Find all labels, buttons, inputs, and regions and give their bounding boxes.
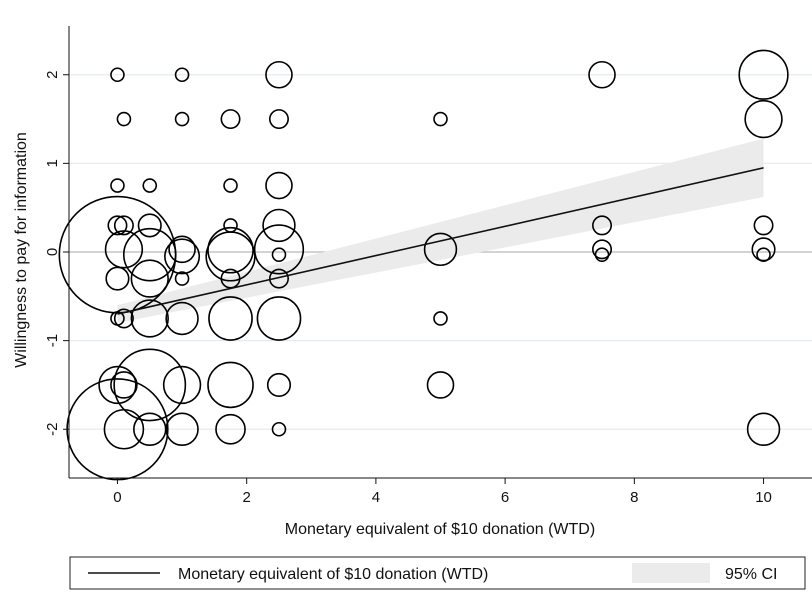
fit-line xyxy=(117,167,764,315)
data-point xyxy=(268,268,289,289)
fit-line-layer xyxy=(117,167,764,315)
ci-band-layer xyxy=(117,138,764,323)
legend-label-fit: Monetary equivalent of $10 donation (WTD… xyxy=(178,566,488,583)
data-point xyxy=(271,247,287,262)
data-point xyxy=(162,365,202,405)
data-point xyxy=(592,215,613,236)
y-tick-label: -1 xyxy=(44,334,61,347)
data-point xyxy=(168,235,196,264)
data-point xyxy=(738,49,789,100)
data-point xyxy=(253,224,305,275)
ci-band xyxy=(117,138,764,323)
x-axis-title: Monetary equivalent of $10 donation (WTD… xyxy=(285,521,595,538)
x-tick-label: 2 xyxy=(243,489,251,506)
data-point xyxy=(588,60,616,89)
data-point xyxy=(215,413,246,445)
x-tick-label: 0 xyxy=(113,489,121,506)
data-points xyxy=(58,49,789,481)
data-point xyxy=(266,372,292,398)
data-point xyxy=(205,231,256,282)
data-point xyxy=(104,230,144,269)
data-point xyxy=(756,247,771,262)
data-point xyxy=(98,365,137,405)
data-point xyxy=(105,266,130,291)
data-point xyxy=(426,371,455,399)
data-point xyxy=(110,67,125,83)
data-point xyxy=(223,218,238,233)
data-point xyxy=(262,208,296,243)
y-tick-label: 0 xyxy=(44,248,61,256)
x-tick-label: 8 xyxy=(630,489,638,506)
y-axis-title: Willingness to pay for information xyxy=(13,132,30,368)
data-point xyxy=(137,213,162,238)
axes: 0 2 4 6 8 10 -2 -1 0 1 2 xyxy=(44,26,812,506)
data-point xyxy=(751,237,776,262)
data-point xyxy=(164,238,201,275)
data-point xyxy=(130,299,169,338)
data-point xyxy=(207,226,254,274)
data-point xyxy=(268,109,289,130)
data-point xyxy=(165,412,199,446)
data-point xyxy=(746,412,781,446)
data-point xyxy=(433,111,448,127)
data-point xyxy=(265,171,293,200)
data-point xyxy=(753,215,774,236)
data-point xyxy=(592,239,613,260)
data-point xyxy=(113,215,134,236)
data-point xyxy=(113,308,134,329)
legend-label-ci: 95% CI xyxy=(725,566,777,583)
data-point xyxy=(110,178,125,193)
data-point xyxy=(433,311,448,326)
data-point xyxy=(744,99,783,139)
data-point xyxy=(107,215,128,236)
x-tick-label: 4 xyxy=(372,489,380,506)
data-point xyxy=(220,109,241,130)
data-point xyxy=(122,227,177,282)
data-point xyxy=(130,259,169,298)
data-point xyxy=(207,361,254,409)
x-tick-label: 10 xyxy=(755,489,772,506)
data-point xyxy=(113,348,187,422)
data-point xyxy=(208,296,253,341)
data-point xyxy=(142,178,158,193)
data-point xyxy=(116,111,132,127)
data-point xyxy=(271,421,287,437)
data-point xyxy=(110,371,138,399)
x-tick-label: 6 xyxy=(501,489,509,506)
data-point xyxy=(103,408,145,450)
data-point xyxy=(256,296,302,341)
data-point xyxy=(174,271,190,286)
data-point xyxy=(165,301,199,336)
data-point xyxy=(423,232,458,267)
data-point xyxy=(265,60,293,89)
data-point xyxy=(174,111,190,127)
data-point xyxy=(594,247,610,262)
y-tick-label: 2 xyxy=(44,71,61,79)
legend: Monetary equivalent of $10 donation (WTD… xyxy=(69,556,806,590)
data-point xyxy=(174,67,190,83)
data-point xyxy=(223,178,238,193)
y-tick-label: 1 xyxy=(44,159,61,167)
y-tick-label: -2 xyxy=(44,423,61,436)
legend-band-swatch xyxy=(632,563,710,583)
